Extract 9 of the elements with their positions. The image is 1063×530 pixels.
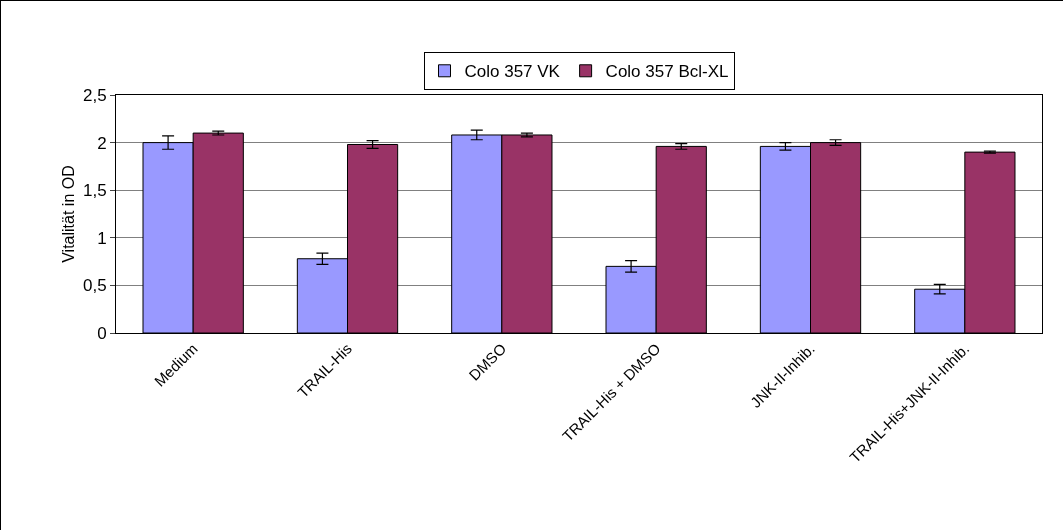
legend-label: Colo 357 Bcl-XL bbox=[605, 62, 729, 82]
legend-label: Colo 357 VK bbox=[464, 62, 561, 82]
y-tick-label: 2,5 bbox=[82, 85, 107, 105]
y-axis-title: Vitalität in OD bbox=[60, 165, 77, 263]
y-tick-label: 1,5 bbox=[82, 181, 107, 201]
y-tick-label: 0,5 bbox=[82, 276, 107, 296]
y-tick-label: 2 bbox=[97, 133, 107, 153]
y-tick-label: 1 bbox=[97, 228, 107, 248]
y-tick-label: 0 bbox=[97, 323, 107, 343]
